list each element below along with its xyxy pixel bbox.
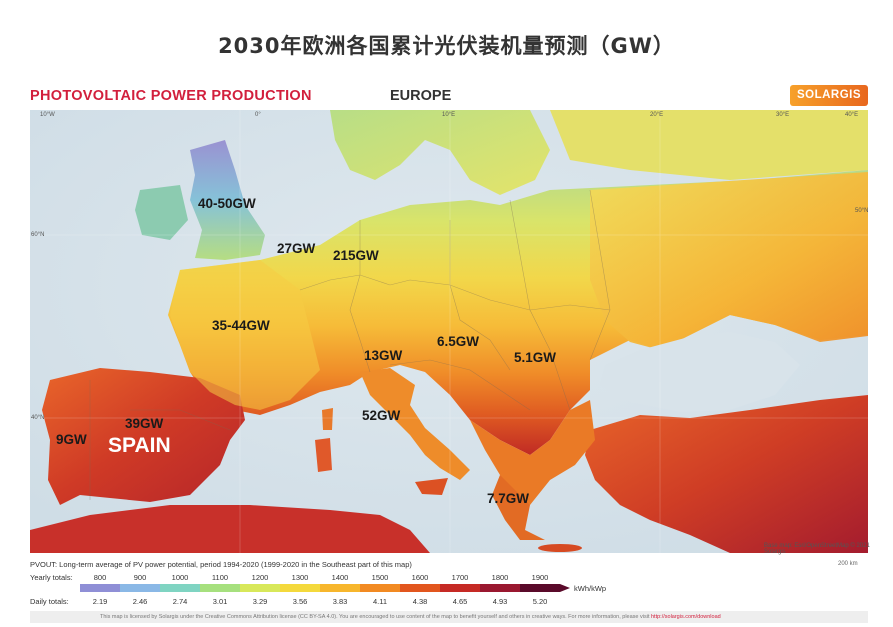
greece-capacity-label: 7.7GW xyxy=(487,491,530,506)
yearly-tick: 1000 xyxy=(171,573,189,582)
daily-totals-label: Daily totals: xyxy=(30,597,69,606)
color-swatch xyxy=(360,584,400,592)
daily-tick: 3.56 xyxy=(292,597,308,606)
color-scale-arrow xyxy=(560,584,570,592)
map-credit: Base map: Esri/OpenStreetMap © 2021 Sola… xyxy=(764,543,870,555)
great-britain-land xyxy=(190,140,265,260)
germany-capacity-label: 215GW xyxy=(333,248,379,263)
greece-land xyxy=(492,475,545,540)
yearly-tick: 1200 xyxy=(251,573,269,582)
yearly-tick: 1800 xyxy=(491,573,509,582)
lat-label: 50°N xyxy=(855,208,869,214)
daily-tick: 4.65 xyxy=(452,597,468,606)
daily-tick: 2.19 xyxy=(92,597,108,606)
lon-label: 40°E xyxy=(845,112,859,118)
color-swatch xyxy=(280,584,320,592)
graticule xyxy=(30,110,868,553)
solargis-logo: SOLARGIS xyxy=(790,85,868,106)
italy-land xyxy=(360,368,470,480)
yearly-values-row: 800 900 1000 1100 1200 1300 1400 1500 16… xyxy=(80,573,560,582)
france-region xyxy=(170,260,320,410)
color-swatch xyxy=(160,584,200,592)
daily-tick: 4.93 xyxy=(492,597,508,606)
scandinavia-land xyxy=(330,110,550,195)
license-text: This map is licensed by Solargis under t… xyxy=(100,614,650,620)
netherlands-capacity-label: 27GW xyxy=(277,241,316,256)
north-africa-land xyxy=(30,505,430,553)
lat-label: 60°N xyxy=(31,232,45,238)
yearly-totals-label: Yearly totals: xyxy=(30,573,73,582)
lon-label: 10°E xyxy=(442,112,456,118)
black-sea xyxy=(600,332,800,412)
yearly-tick: 1100 xyxy=(211,573,229,582)
license-footer: This map is licensed by Solargis under t… xyxy=(30,611,868,623)
legend-unit: kWh/kWp xyxy=(574,584,607,593)
lon-label: 0° xyxy=(255,112,261,118)
color-swatch xyxy=(240,584,280,592)
daily-tick: 3.01 xyxy=(212,597,228,606)
color-swatch xyxy=(80,584,120,592)
uk-capacity-label: 40-50GW xyxy=(198,196,256,211)
yearly-tick: 1400 xyxy=(331,573,349,582)
balkans-land xyxy=(470,400,595,505)
color-swatch xyxy=(200,584,240,592)
hungary-capacity-label: 6.5GW xyxy=(437,334,480,349)
europe-pv-map xyxy=(30,110,868,553)
map-title: PHOTOVOLTAIC POWER PRODUCTION xyxy=(30,88,312,104)
crete-island xyxy=(538,544,582,552)
daily-tick: 4.38 xyxy=(412,597,428,606)
yearly-tick: 1300 xyxy=(291,573,309,582)
baltic-finland-land xyxy=(550,110,868,180)
license-link[interactable]: http://solargis.com/download xyxy=(651,614,721,620)
yearly-tick: 1500 xyxy=(371,573,389,582)
lon-label: 30°E xyxy=(776,112,790,118)
color-swatch xyxy=(400,584,440,592)
spain-capacity-label: 39GW xyxy=(125,416,164,431)
lon-label: 20°E xyxy=(650,112,664,118)
yearly-tick: 1900 xyxy=(531,573,549,582)
color-scale-bar xyxy=(80,584,560,592)
yearly-tick: 1600 xyxy=(411,573,429,582)
daily-tick: 4.11 xyxy=(372,597,388,606)
yearly-tick: 900 xyxy=(133,573,147,582)
turkey-land xyxy=(585,395,868,553)
country-borders xyxy=(89,189,611,500)
daily-values-row: 2.19 2.46 2.74 3.01 3.29 3.56 3.83 4.11 … xyxy=(80,597,560,606)
sicily-island xyxy=(415,478,448,495)
daily-tick: 2.74 xyxy=(172,597,188,606)
scale-note: 200 km xyxy=(838,561,858,567)
austria-capacity-label: 13GW xyxy=(364,348,403,363)
daily-tick: 2.46 xyxy=(132,597,148,606)
legend-description: PVOUT: Long-term average of PV power pot… xyxy=(30,560,412,569)
portugal-capacity-label: 9GW xyxy=(56,432,87,447)
daily-tick: 5.20 xyxy=(532,597,548,606)
lon-label: 10°W xyxy=(40,112,55,118)
page-headline: 2030年欧洲各国累计光伏装机量预测（GW） xyxy=(218,34,675,58)
corsica-island xyxy=(322,408,333,430)
color-swatch xyxy=(440,584,480,592)
iberia-land xyxy=(42,368,245,505)
yearly-tick: 1700 xyxy=(451,573,469,582)
map-region: EUROPE xyxy=(390,88,452,104)
color-swatch xyxy=(320,584,360,592)
italy-capacity-label: 52GW xyxy=(362,408,401,423)
daily-tick: 3.83 xyxy=(332,597,348,606)
spain-country-name: SPAIN xyxy=(108,434,171,457)
romania-capacity-label: 5.1GW xyxy=(514,350,557,365)
color-swatch xyxy=(480,584,520,592)
color-swatch xyxy=(520,584,560,592)
daily-tick: 3.29 xyxy=(252,597,268,606)
france-capacity-label: 35-44GW xyxy=(212,318,270,333)
lat-label: 40°N xyxy=(31,415,45,421)
eastern-europe-land xyxy=(590,172,868,350)
ireland-land xyxy=(135,185,188,240)
yearly-tick: 800 xyxy=(93,573,107,582)
color-swatch xyxy=(120,584,160,592)
sardinia-island xyxy=(315,438,332,472)
